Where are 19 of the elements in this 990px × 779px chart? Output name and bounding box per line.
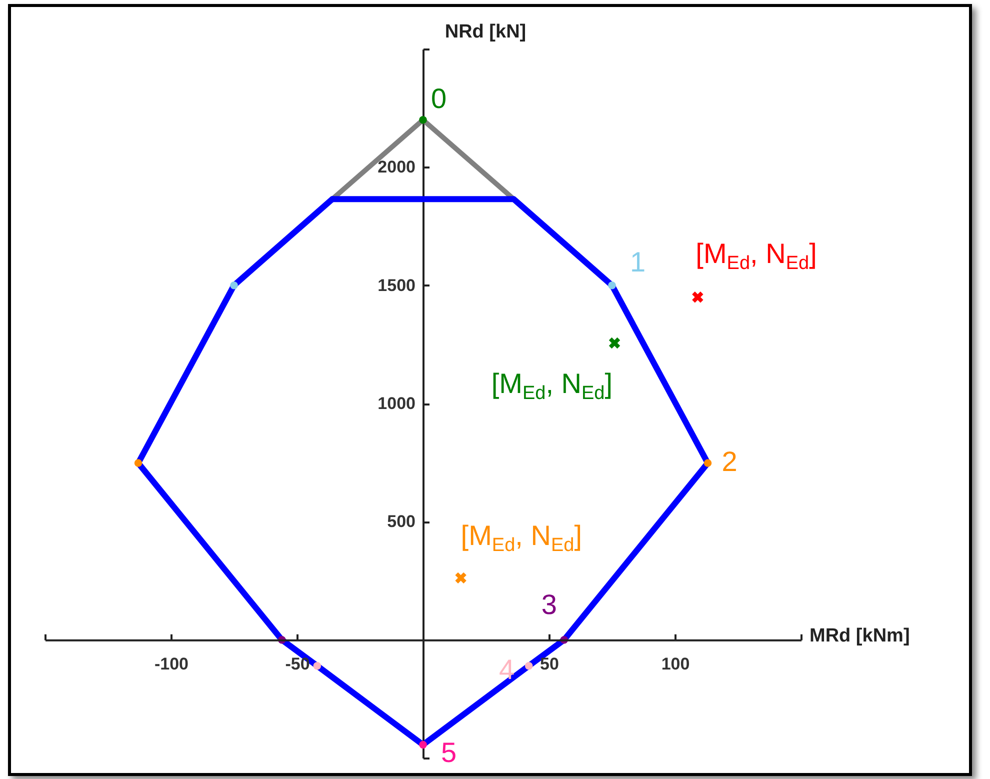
- series-label: 1: [630, 246, 646, 278]
- series-label: 3: [541, 588, 557, 620]
- series-label: 2: [722, 446, 738, 478]
- y-tick-label: 1500: [378, 276, 416, 295]
- x-tick-label: -100: [154, 654, 189, 674]
- x-tick-label: -50: [285, 654, 310, 674]
- y-axis-title: NRd [kN]: [444, 22, 526, 42]
- x-axis-title: MRd [kNm]: [810, 625, 910, 646]
- series-label: 5: [441, 736, 457, 768]
- series-label: 4: [499, 654, 515, 685]
- series-label: [M$_{Ed}$, N$_{Ed}$]: [491, 368, 613, 404]
- series-label: [M$_{Ed}$, N$_{Ed}$]: [696, 238, 817, 274]
- x-tick-label: 50: [540, 654, 559, 674]
- y-tick-label: 1000: [378, 394, 416, 413]
- y-tick-label: 2000: [378, 158, 416, 177]
- y-tick-label: 500: [387, 512, 416, 532]
- series-label: 0: [431, 82, 447, 114]
- x-tick-label: 100: [661, 654, 690, 674]
- series-label: [M$_{Ed}$, N$_{Ed}$]: [460, 520, 582, 556]
